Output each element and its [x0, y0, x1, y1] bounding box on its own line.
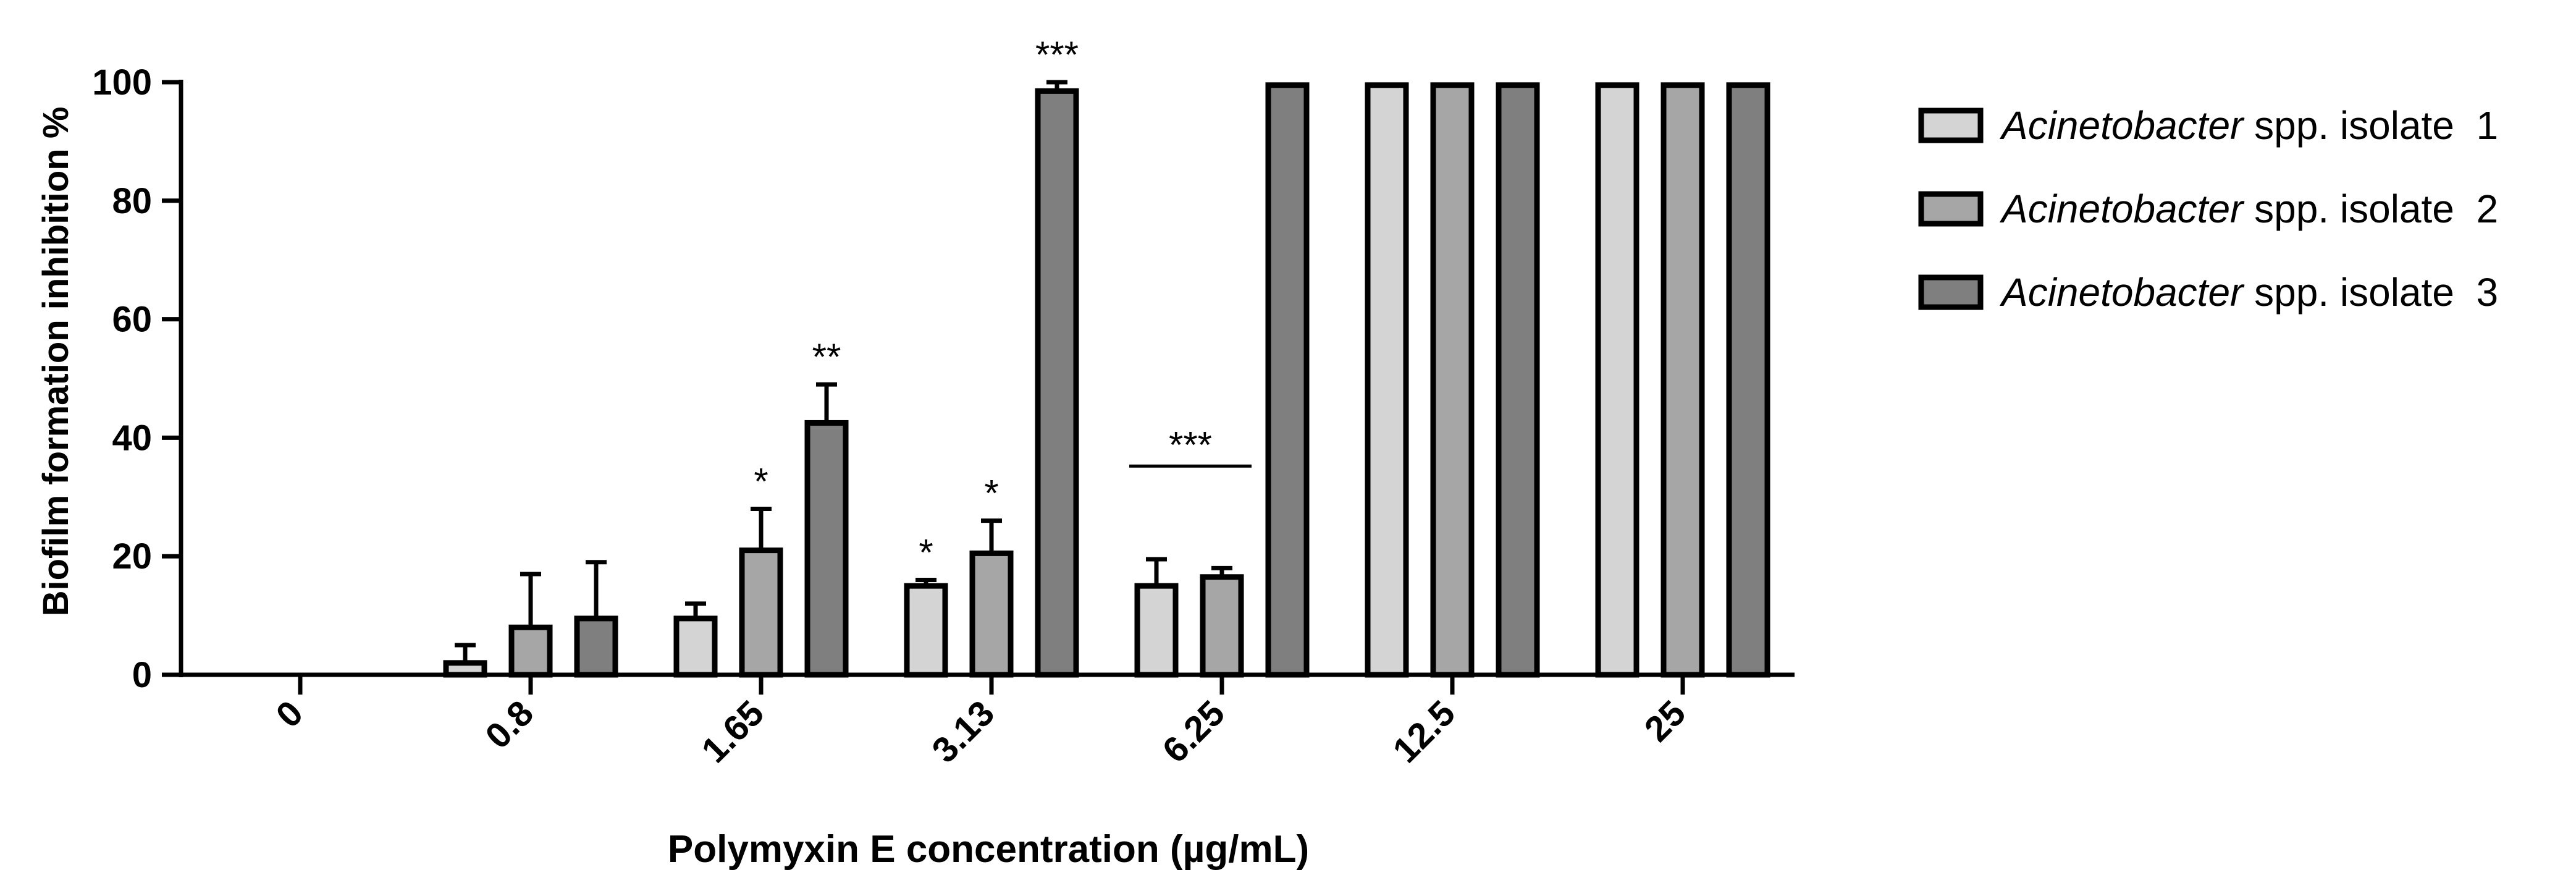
bar: [969, 550, 1014, 678]
y-tick-label: 0: [132, 655, 152, 695]
y-tick-label: 40: [112, 418, 152, 458]
significance-mark: **: [812, 336, 841, 378]
significance-mark: ***: [1169, 424, 1212, 465]
bar: [1134, 583, 1179, 678]
y-tick-label: 20: [112, 536, 152, 577]
significance-mark: *: [984, 473, 998, 514]
legend-entry: Acinetobacter spp. isolate 2: [1999, 187, 2498, 231]
legend-entry-rest: spp. isolate 3: [2243, 270, 2498, 315]
legend-entry-italic: Acinetobacter: [1999, 103, 2245, 148]
bar: [1496, 82, 1540, 678]
bar: [1430, 82, 1475, 678]
y-tick-label: 100: [92, 62, 152, 103]
y-tick-label: 60: [112, 300, 152, 340]
bar: [1265, 82, 1310, 678]
legend-entry-rest: spp. isolate 1: [2243, 103, 2498, 148]
significance-mark: *: [754, 460, 768, 502]
x-tick-label: 0: [268, 693, 311, 735]
legend-entry: Acinetobacter spp. isolate 3: [1999, 270, 2498, 315]
legend-swatch: [1918, 274, 1984, 310]
bar: [574, 615, 618, 678]
significance-mark: *: [919, 532, 933, 573]
x-tick-label: 6.25: [1155, 693, 1232, 771]
x-tick-label: 12.5: [1385, 693, 1463, 771]
x-tick-label: 0.8: [478, 693, 541, 756]
bar: [1035, 88, 1079, 678]
legend-entry-rest: spp. isolate 2: [2243, 187, 2498, 231]
bar: [904, 583, 948, 678]
legend: Acinetobacter spp. isolate 1Acinetobacte…: [1918, 103, 2498, 315]
bar: [1200, 574, 1244, 678]
bar: [1365, 82, 1409, 678]
bar: [1595, 82, 1639, 678]
significance-mark: ***: [1035, 34, 1079, 75]
bar: [804, 420, 849, 678]
x-tick-label: 25: [1637, 693, 1694, 750]
legend-entry-italic: Acinetobacter: [1999, 187, 2245, 231]
legend-swatch: [1918, 108, 1984, 143]
bar: [673, 615, 718, 678]
x-axis-title: Polymyxin E concentration (µg/mL): [668, 828, 1309, 871]
bar: [443, 660, 487, 678]
y-tick-label: 80: [112, 181, 152, 221]
bar: [508, 624, 553, 678]
bar: [1726, 82, 1770, 678]
y-axis-title: Biofilm formation inhibition %: [36, 107, 76, 617]
legend-swatch: [1918, 191, 1984, 227]
x-tick-label: 3.13: [924, 693, 1002, 771]
legend-entry-italic: Acinetobacter: [1999, 270, 2245, 315]
bar: [739, 547, 783, 678]
legend-entry: Acinetobacter spp. isolate 1: [1999, 103, 2498, 148]
x-tick-label: 1.65: [694, 693, 772, 771]
bar: [1661, 82, 1705, 678]
